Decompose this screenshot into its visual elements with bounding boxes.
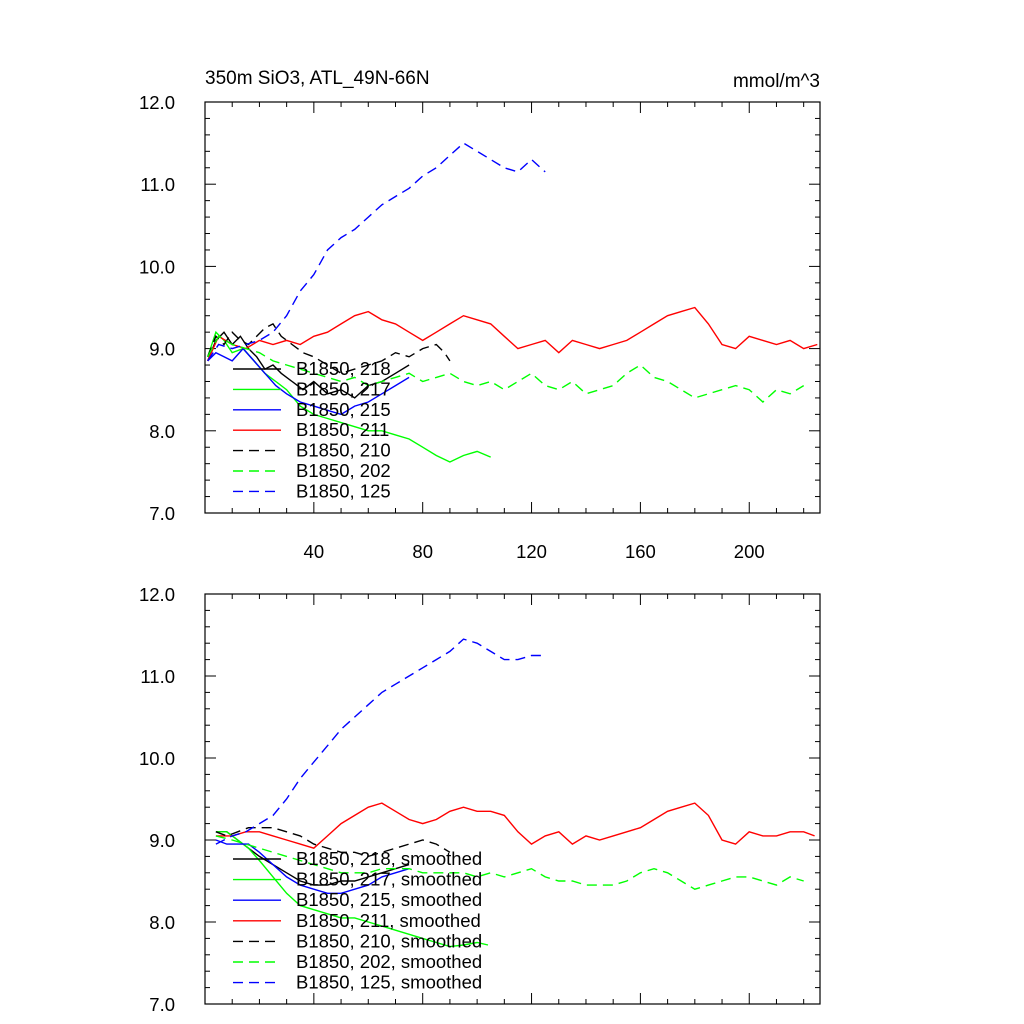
bottom-panel: 7.0 8.0 9.0 10.0 11.0 12.0 B1850, 218, smoothe… — [139, 584, 821, 1015]
series-line — [207, 330, 491, 463]
series-line — [215, 802, 815, 849]
legend-label: B1850, 125 — [296, 480, 391, 501]
legend-label: B1850, 125, smoothed — [296, 972, 482, 993]
legend-label: B1850, 218 — [296, 358, 391, 379]
legend-label: B1850, 218, smoothed — [296, 848, 482, 869]
plot-frame — [204, 593, 821, 1005]
series-line — [207, 142, 546, 362]
y-tick-label: 11.0 — [140, 666, 175, 687]
top-panel: 7.0 8.0 9.0 10.0 11.0 12.0 40 80 120 160 200 B1850,… — [139, 92, 821, 562]
legend-label: B1850, 217, smoothed — [296, 869, 482, 890]
plot-frame — [204, 101, 821, 514]
y-tick-label: 7.0 — [149, 503, 175, 524]
y-tick-label: 8.0 — [149, 912, 175, 933]
x-tick-label: 120 — [516, 541, 547, 562]
series-line — [207, 306, 818, 362]
series-line — [215, 839, 410, 894]
series-line — [207, 331, 410, 399]
x-tick-label: 40 — [304, 541, 325, 562]
series-line — [215, 638, 543, 845]
series-line — [207, 347, 410, 416]
legend-label: B1850, 215, smoothed — [296, 889, 482, 910]
y-tick-label: 11.0 — [140, 174, 175, 195]
x-tick-label: 200 — [734, 541, 765, 562]
series-line — [207, 335, 805, 403]
legend-label: B1850, 215 — [296, 399, 391, 420]
x-tick-label: 80 — [412, 541, 433, 562]
y-tick-label: 8.0 — [149, 421, 175, 442]
legend-label: B1850, 211, smoothed — [296, 910, 481, 931]
legend-label: B1850, 210, smoothed — [296, 930, 482, 951]
legend-label: B1850, 217 — [296, 378, 391, 399]
y-tick-label: 10.0 — [139, 256, 175, 277]
legend-label: B1850, 202, smoothed — [296, 951, 482, 972]
series-line — [215, 835, 804, 890]
y-tick-label: 9.0 — [149, 830, 175, 851]
y-tick-label: 10.0 — [139, 748, 175, 769]
series-line — [215, 827, 451, 858]
chart-units: mmol/m^3 — [733, 71, 820, 92]
chart-title: 350m SiO3, ATL_49N-66N — [205, 68, 430, 89]
y-tick-label: 7.0 — [149, 994, 175, 1015]
legend-label: B1850, 210 — [296, 440, 391, 461]
legend-label: B1850, 211 — [296, 419, 389, 440]
legend-label: B1850, 202 — [296, 460, 391, 481]
series-line — [207, 322, 451, 375]
y-tick-label: 12.0 — [139, 584, 175, 605]
x-tick-label: 160 — [625, 541, 656, 562]
y-tick-label: 12.0 — [139, 92, 175, 113]
series-line — [215, 831, 489, 948]
y-tick-label: 9.0 — [149, 339, 175, 360]
